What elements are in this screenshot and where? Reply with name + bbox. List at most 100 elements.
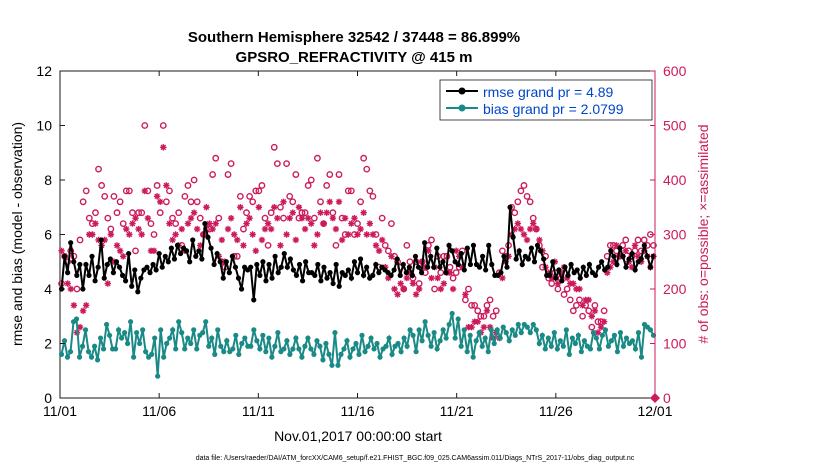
rmse-point xyxy=(153,267,159,273)
bias-point xyxy=(485,349,491,355)
possible-obs-point xyxy=(492,307,500,315)
assimilated-obs-point xyxy=(92,220,99,227)
bias-point xyxy=(359,332,365,338)
rmse-point xyxy=(61,253,68,259)
possible-obs-point xyxy=(138,209,146,217)
rmse-point xyxy=(412,253,419,259)
assimilated-obs-point xyxy=(116,247,124,255)
rmse-point xyxy=(583,272,589,278)
assimilated-obs-point xyxy=(289,209,296,216)
rmse-point xyxy=(159,264,165,270)
rmse-point xyxy=(437,264,443,270)
assimilated-obs-point xyxy=(511,225,518,233)
bias-point xyxy=(635,330,642,336)
x-axis-label: Nov.01,2017 00:00:00 start xyxy=(274,428,442,444)
bias-point xyxy=(410,332,416,338)
rmse-point xyxy=(480,253,486,259)
assimilated-obs-point xyxy=(237,204,244,211)
bias-point xyxy=(482,335,488,341)
rmse-point xyxy=(184,248,190,254)
possible-obs-point xyxy=(104,214,112,222)
rmse-point xyxy=(467,261,473,268)
bias-point xyxy=(161,354,167,360)
legend-rmse-marker xyxy=(458,87,466,95)
possible-obs-point xyxy=(101,192,109,200)
y-right-tick-label: 100 xyxy=(663,336,687,352)
possible-obs-point xyxy=(82,187,90,195)
bias-point xyxy=(578,349,584,355)
assimilated-obs-point xyxy=(212,220,219,227)
assimilated-obs-point xyxy=(138,231,145,238)
rmse-point xyxy=(513,256,519,262)
possible-obs-point xyxy=(273,160,281,168)
rmse-point xyxy=(162,253,168,259)
bias-point xyxy=(344,338,350,344)
assimilated-obs-point xyxy=(338,236,346,244)
x-tick-label: 11/26 xyxy=(539,403,573,419)
bias-point xyxy=(296,346,302,352)
assimilated-obs-point xyxy=(314,231,321,238)
assimilated-obs-point xyxy=(622,247,629,255)
rmse-point xyxy=(303,259,309,265)
assimilated-obs-point xyxy=(126,231,133,238)
bias-point xyxy=(458,343,464,349)
bias-point xyxy=(97,335,104,341)
bias-point xyxy=(629,338,636,344)
rmse-point xyxy=(574,267,580,273)
rmse-point xyxy=(147,270,153,276)
rmse-point xyxy=(177,250,184,257)
bias-point xyxy=(362,349,368,355)
possible-obs-point xyxy=(360,154,368,162)
rmse-point xyxy=(577,275,583,281)
rmse-point xyxy=(132,267,138,273)
possible-obs-point xyxy=(258,182,266,189)
rmse-point xyxy=(388,272,394,278)
bias-point xyxy=(170,327,176,333)
rmse-point xyxy=(516,248,522,254)
assimilated-obs-point xyxy=(345,231,352,238)
bias-point xyxy=(551,330,557,336)
possible-obs-point xyxy=(634,236,642,244)
bias-point xyxy=(320,357,326,363)
assimilated-obs-point xyxy=(70,302,78,309)
rmse-point xyxy=(568,261,574,268)
possible-obs-point xyxy=(236,192,244,200)
y-left-tick-label: 10 xyxy=(36,118,52,134)
rmse-point xyxy=(238,286,245,292)
legend-box: rmse grand pr = 4.89 bias grand pr = 2.0… xyxy=(439,79,653,121)
assimilated-obs-point xyxy=(357,225,364,233)
bias-point xyxy=(302,343,308,349)
assimilated-obs-point xyxy=(570,280,577,287)
assimilated-obs-point xyxy=(141,187,148,195)
bias-point xyxy=(308,346,314,352)
bias-point xyxy=(128,319,134,325)
rmse-point xyxy=(92,278,98,284)
rmse-point xyxy=(123,278,129,284)
bias-point xyxy=(473,338,479,344)
possible-obs-point xyxy=(452,269,460,277)
assimilated-obs-point xyxy=(243,220,250,227)
assimilated-obs-point xyxy=(292,236,300,244)
assimilated-obs-point xyxy=(446,269,454,276)
assimilated-obs-point xyxy=(634,253,642,260)
rmse-point xyxy=(565,272,571,278)
possible-obs-point xyxy=(310,214,318,222)
possible-obs-point xyxy=(388,220,395,228)
possible-obs-point xyxy=(193,198,201,206)
x-tick-label: 12/01 xyxy=(637,403,672,419)
bias-point xyxy=(608,338,615,344)
possible-obs-point xyxy=(277,203,284,211)
assimilated-obs-point xyxy=(184,220,192,227)
bias-point xyxy=(73,316,80,322)
assimilated-obs-point xyxy=(193,225,201,233)
bias-point xyxy=(542,346,548,352)
bias-point xyxy=(106,332,113,338)
rmse-point xyxy=(232,264,239,270)
rmse-point xyxy=(599,259,605,265)
assimilated-obs-point xyxy=(517,225,525,233)
rmse-point xyxy=(605,264,611,270)
possible-obs-point xyxy=(261,214,269,222)
bias-point xyxy=(329,362,335,368)
y-left-tick-label: 4 xyxy=(44,281,52,297)
assimilated-obs-point xyxy=(89,231,96,238)
